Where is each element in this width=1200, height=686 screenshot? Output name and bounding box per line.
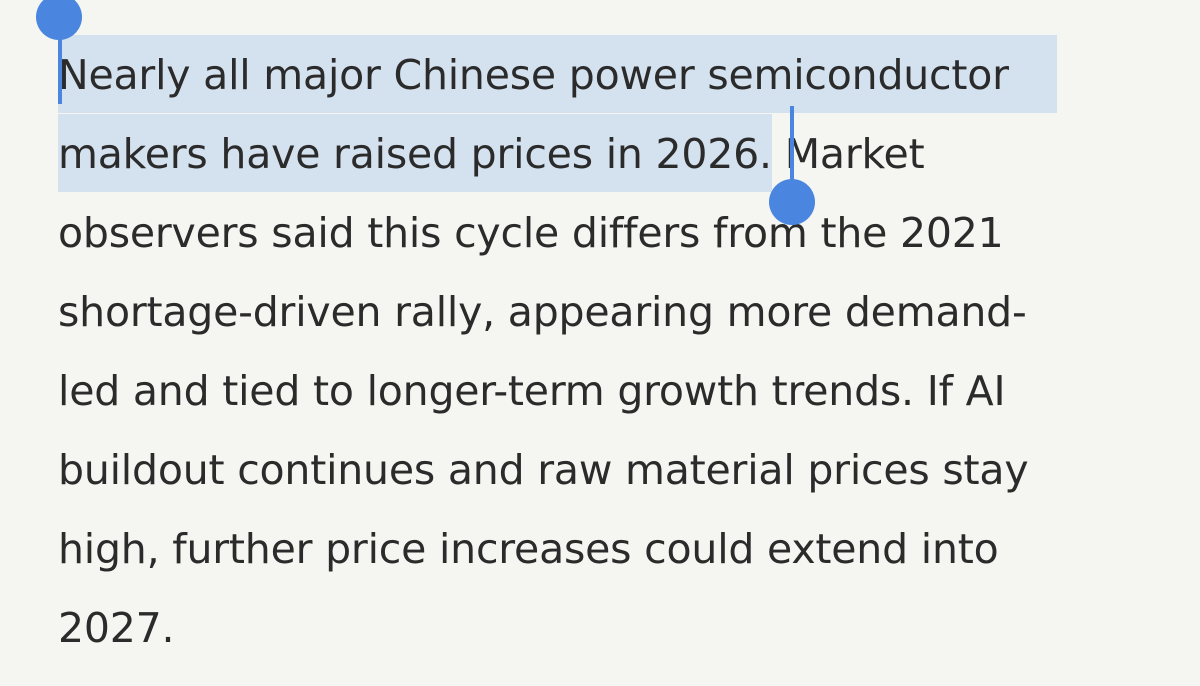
line-text: 2027. — [58, 604, 175, 652]
selection-end-handle[interactable] — [769, 179, 815, 225]
text-line: led and tied to longer-term growth trend… — [58, 352, 1168, 431]
line-text: high, further price increases could exte… — [58, 525, 999, 573]
selected-text[interactable]: Nearly all major Chinese power semicondu… — [58, 35, 1057, 113]
selected-text[interactable]: makers have raised prices in 2026. — [58, 114, 772, 192]
text-line: shortage-driven rally, appearing more de… — [58, 273, 1168, 352]
line-text: Market — [771, 130, 925, 178]
article-paragraph: Nearly all major Chinese power semicondu… — [58, 35, 1168, 668]
selection-end-cursor[interactable] — [790, 106, 794, 184]
text-line: makers have raised prices in 2026. Marke… — [58, 114, 1168, 194]
line-text: observers said this cycle differs from t… — [58, 209, 1004, 257]
text-line: high, further price increases could exte… — [58, 510, 1168, 589]
text-line: 2027. — [58, 589, 1168, 668]
selection-start-handle[interactable] — [36, 0, 82, 40]
line-text: shortage-driven rally, appearing more de… — [58, 288, 1027, 336]
line-text: buildout continues and raw material pric… — [58, 446, 1029, 494]
text-line: Nearly all major Chinese power semicondu… — [58, 35, 1168, 115]
text-line: observers said this cycle differs from t… — [58, 194, 1168, 273]
text-line: buildout continues and raw material pric… — [58, 431, 1168, 510]
selection-start-cursor[interactable] — [58, 22, 62, 104]
line-text: led and tied to longer-term growth trend… — [58, 367, 1006, 415]
